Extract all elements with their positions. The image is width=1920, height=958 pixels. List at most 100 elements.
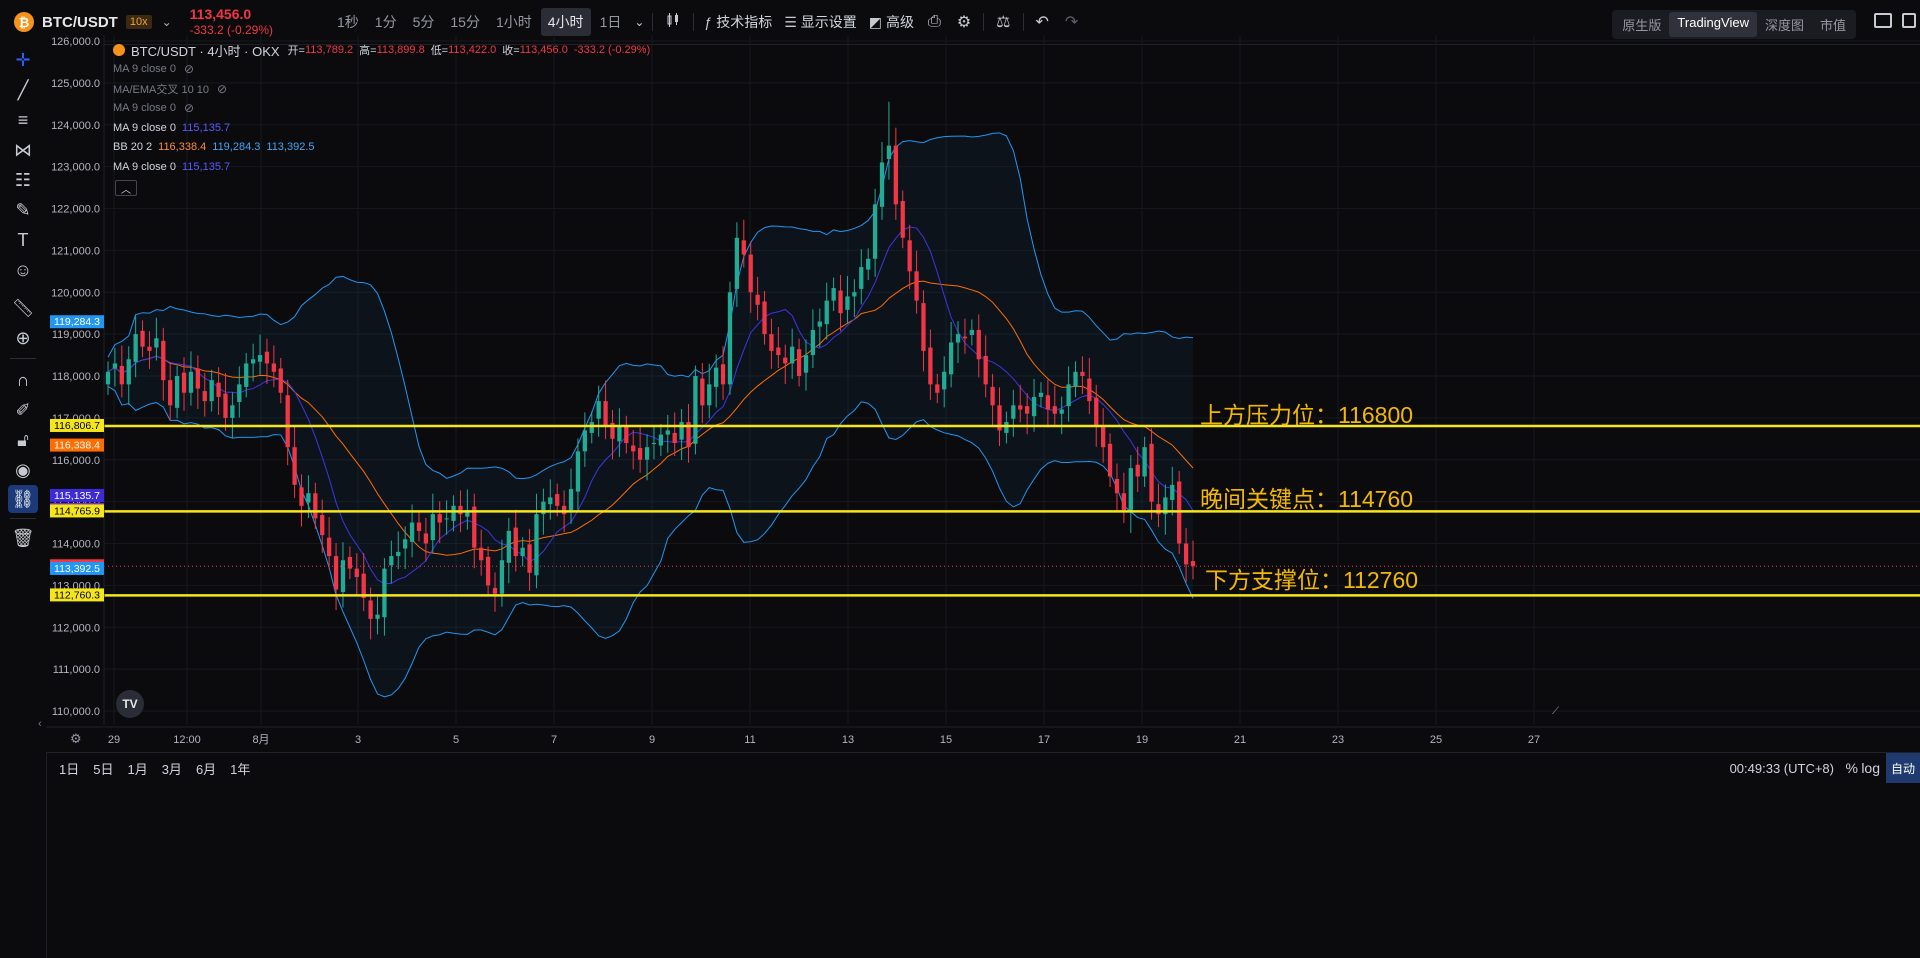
- candle: [893, 127, 898, 220]
- fullscreen-icon[interactable]: [1902, 13, 1916, 28]
- open-key: 开=: [287, 45, 305, 57]
- percent-toggle[interactable]: %: [1845, 760, 1858, 776]
- magnet-icon[interactable]: ∩: [16, 369, 30, 390]
- horizontal-lines-icon[interactable]: ≡: [17, 109, 29, 130]
- advanced-button[interactable]: ◩ 高级: [863, 8, 920, 36]
- range-1m[interactable]: 1月: [127, 761, 148, 777]
- candle: [976, 314, 981, 378]
- collapse-toolbar-icon[interactable]: ‹: [38, 718, 42, 730]
- log-toggle[interactable]: log: [1861, 760, 1880, 776]
- lock-icon[interactable]: 🔓︎: [17, 429, 29, 450]
- compare-icon[interactable]: ⚖: [996, 14, 1011, 31]
- trend-line-icon[interactable]: ╱: [17, 79, 29, 100]
- interval-5m[interactable]: 5分: [412, 14, 435, 30]
- price-tag-label: 116,338.4: [54, 440, 100, 452]
- price-tag-bg: [50, 488, 104, 502]
- price-chart[interactable]: 126,000.0 125,000.0 124,000.0 123,000.0 122,…: [46, 35, 1920, 752]
- eye-off-icon[interactable]: ⊘: [216, 82, 228, 96]
- candle: [1024, 393, 1030, 435]
- candle-body: [838, 290, 843, 314]
- indicator-row[interactable]: MA 9 close 0 ⊘: [113, 61, 194, 77]
- candle: [658, 424, 664, 456]
- interval-15m[interactable]: 15分: [450, 14, 480, 30]
- interval-1s[interactable]: 1秒: [337, 14, 359, 30]
- last-price: 113,456.0: [189, 6, 252, 22]
- trash-icon[interactable]: 🗑︎: [11, 527, 35, 548]
- interval-1d[interactable]: 1日: [599, 14, 622, 30]
- candle: [803, 339, 809, 391]
- tab-tradingview[interactable]: TradingView: [1669, 12, 1757, 37]
- x-tick-label: 11: [744, 734, 755, 746]
- candle-body: [796, 349, 802, 376]
- x-tick-label: 29: [108, 734, 120, 746]
- candle-body: [1073, 371, 1078, 387]
- candle-body: [1087, 378, 1092, 402]
- indicator-name: BB 20 2: [113, 141, 153, 153]
- link-icon[interactable]: ⛓: [8, 485, 38, 513]
- crosshair-icon[interactable]: ✛: [15, 49, 31, 70]
- chevron-down-icon[interactable]: ⌄: [634, 15, 645, 29]
- indicator-row[interactable]: BB 20 2 116,338.4 119,284.3 113,392.5: [113, 139, 315, 155]
- candle-body: [555, 494, 560, 506]
- indicator-row[interactable]: MA 9 close 0 ⊘: [113, 100, 194, 116]
- candle: [333, 543, 339, 611]
- brush-icon[interactable]: ✎: [15, 199, 31, 220]
- range-1d[interactable]: 1日: [59, 761, 80, 777]
- indicator-value: 115,135.7: [181, 122, 231, 134]
- interval-1h[interactable]: 1小时: [495, 14, 532, 30]
- symbol-selector[interactable]: ₿ BTC/USDT 10x ⌄ 113,456.0 -333.2 (-0.29…: [0, 6, 314, 38]
- range-3m[interactable]: 3月: [161, 761, 182, 777]
- leverage-badge: 10x: [125, 15, 152, 29]
- legend-collapse-button[interactable]: ︿: [115, 180, 137, 196]
- lock-pen-icon[interactable]: ✐: [15, 399, 31, 420]
- indicator-row[interactable]: MA/EMA交叉 10 10 ⊘: [113, 81, 227, 97]
- candle: [1170, 466, 1175, 516]
- candle-body: [962, 336, 968, 339]
- interval-4h[interactable]: 4小时: [540, 8, 591, 36]
- candlestick-type-icon[interactable]: [657, 8, 689, 37]
- resistance-annotation: 上方压力位：116800: [1200, 402, 1414, 428]
- display-settings-button[interactable]: ☰ 显示设置: [778, 8, 863, 36]
- redo-icon[interactable]: ↷: [1064, 14, 1079, 31]
- resize-handle-icon[interactable]: ⟋: [1552, 706, 1559, 717]
- candle: [444, 500, 449, 535]
- emoji-icon[interactable]: ☺: [13, 259, 33, 280]
- text-icon[interactable]: T: [17, 229, 29, 250]
- indicator-row[interactable]: MA 9 close 0 115,135.7: [113, 159, 230, 175]
- bb-lower-value: 113,392.5: [266, 141, 315, 153]
- bb-upper-value: 119,284.3: [212, 141, 261, 153]
- clock[interactable]: 00:49:33 (UTC+8): [1729, 760, 1834, 776]
- auto-scale-toggle[interactable]: 自动: [1886, 753, 1920, 783]
- zoom-in-icon[interactable]: ⊕: [15, 327, 31, 348]
- tab-market-cap[interactable]: 市值: [1819, 18, 1846, 33]
- tab-native[interactable]: 原生版: [1622, 18, 1662, 33]
- indicator-row[interactable]: MA 9 close 0 115,135.7: [113, 120, 230, 136]
- candle-body: [955, 334, 961, 343]
- window-icon[interactable]: [1874, 13, 1892, 28]
- range-6m[interactable]: 6月: [195, 761, 217, 777]
- axis-settings-icon[interactable]: ⚙: [70, 731, 82, 746]
- fib-icon[interactable]: ☷: [14, 169, 32, 190]
- candle: [133, 316, 138, 378]
- range-1y[interactable]: 1年: [230, 761, 251, 777]
- pattern-icon[interactable]: ⋈: [14, 139, 32, 160]
- interval-1m[interactable]: 1分: [374, 14, 397, 30]
- undo-icon[interactable]: ↶: [1035, 14, 1049, 31]
- chevron-down-icon[interactable]: ⌄: [161, 15, 172, 29]
- indicator-value: 115,135.7: [181, 161, 231, 173]
- range-5d[interactable]: 5日: [93, 761, 114, 777]
- tradingview-logo[interactable]: TV: [116, 690, 144, 718]
- eye-off-icon[interactable]: ⊘: [183, 101, 195, 115]
- tab-depth[interactable]: 深度图: [1764, 18, 1804, 33]
- eye-off-icon[interactable]: ⊘: [183, 62, 195, 76]
- screenshot-icon[interactable]: ⎙: [928, 13, 941, 30]
- gear-icon[interactable]: ⚙: [956, 14, 972, 31]
- price-tag-label: 113,392.5: [54, 563, 100, 575]
- candle: [755, 276, 760, 321]
- indicators-button[interactable]: ƒ 技术指标: [698, 8, 778, 36]
- candle-body: [140, 330, 145, 347]
- candle: [693, 365, 698, 455]
- eye-icon[interactable]: ◉: [15, 459, 31, 480]
- ruler-icon[interactable]: 📏︎: [11, 297, 35, 318]
- drawing-toolbar: ✛ ╱ ≡ ⋈ ☷ ✎ T ☺ 📏︎ ⊕ ∩ ✐ 🔓︎ ◉ ⛓ 🗑︎ ‹: [0, 44, 47, 958]
